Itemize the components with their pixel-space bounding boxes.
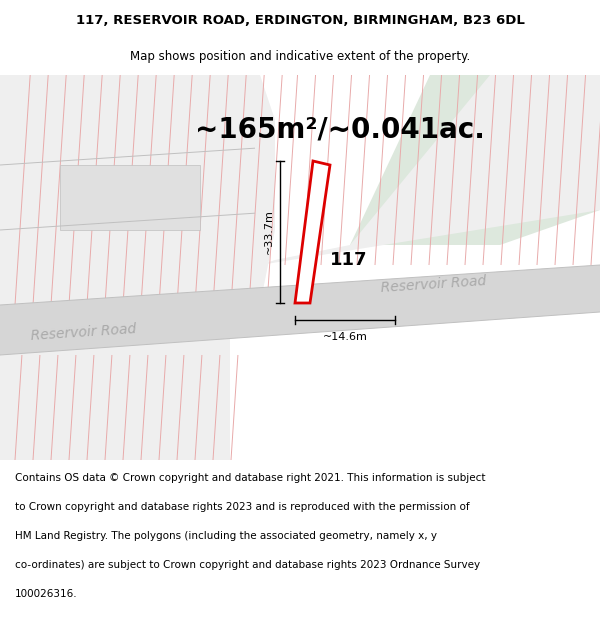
Text: Map shows position and indicative extent of the property.: Map shows position and indicative extent… <box>130 50 470 62</box>
Polygon shape <box>0 265 600 355</box>
Text: ~165m²/~0.041ac.: ~165m²/~0.041ac. <box>195 116 485 144</box>
Text: Reservoir Road: Reservoir Road <box>380 274 487 296</box>
Text: ~33.7m: ~33.7m <box>264 209 274 254</box>
Text: to Crown copyright and database rights 2023 and is reproduced with the permissio: to Crown copyright and database rights 2… <box>15 502 470 512</box>
Text: co-ordinates) are subject to Crown copyright and database rights 2023 Ordnance S: co-ordinates) are subject to Crown copyr… <box>15 560 480 570</box>
Polygon shape <box>260 75 600 265</box>
Text: Reservoir Road: Reservoir Road <box>30 322 136 344</box>
Polygon shape <box>60 165 200 230</box>
Text: 117: 117 <box>330 251 367 269</box>
Polygon shape <box>350 75 600 245</box>
Text: 117, RESERVOIR ROAD, ERDINGTON, BIRMINGHAM, B23 6DL: 117, RESERVOIR ROAD, ERDINGTON, BIRMINGH… <box>76 14 524 28</box>
Text: Contains OS data © Crown copyright and database right 2021. This information is : Contains OS data © Crown copyright and d… <box>15 473 485 483</box>
Polygon shape <box>295 161 330 303</box>
Text: HM Land Registry. The polygons (including the associated geometry, namely x, y: HM Land Registry. The polygons (includin… <box>15 531 437 541</box>
Polygon shape <box>0 75 275 305</box>
Text: ~14.6m: ~14.6m <box>323 332 367 342</box>
Polygon shape <box>0 312 230 460</box>
Text: 100026316.: 100026316. <box>15 589 77 599</box>
